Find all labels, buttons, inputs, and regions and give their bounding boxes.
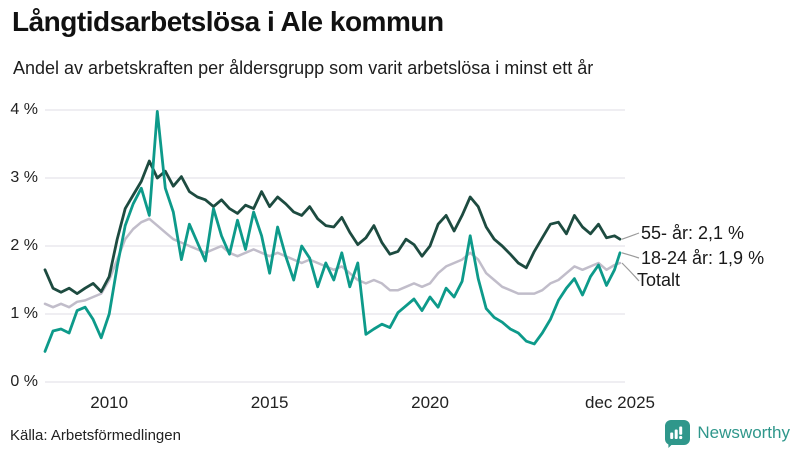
page-title: Långtidsarbetslösa i Ale kommun	[12, 6, 444, 37]
x-tick-label: 2020	[411, 393, 449, 412]
y-tick-label: 4 %	[10, 101, 38, 118]
x-tick-label: dec 2025	[585, 393, 655, 412]
line-chart: 0 % 1 % 2 % 3 % 4 % 2010 2015 2020 dec 2025 55-…	[0, 95, 800, 425]
brand-name: Newsworthy	[697, 422, 790, 442]
y-tick-label: 2 %	[10, 237, 38, 254]
label-leader-line	[621, 252, 640, 259]
series-label-totalt: Totalt	[637, 270, 681, 290]
newsworthy-logo-icon	[665, 420, 691, 445]
x-tick-label: 2010	[90, 393, 129, 412]
series-line-totalt	[43, 217, 622, 309]
newsworthy-brand-link[interactable]: Newsworthy	[665, 420, 790, 445]
chart-subtitle: Andel av arbetskraften per åldersgrupp s…	[13, 58, 594, 78]
series-line-55-r	[43, 159, 622, 296]
y-tick-label: 3 %	[10, 169, 38, 186]
source-note: Källa: Arbetsförmedlingen	[10, 427, 181, 444]
series-label-18-24: 18-24 år: 1,9 %	[641, 248, 765, 268]
series-line-18-24-r	[43, 109, 622, 353]
x-tick-label: 2015	[250, 393, 289, 412]
chart-canvas	[43, 109, 640, 383]
label-leader-line	[621, 262, 640, 282]
y-tick-label: 0 %	[10, 373, 38, 390]
label-leader-line	[621, 232, 640, 240]
bar-chart-glyph	[670, 426, 683, 440]
y-tick-label: 1 %	[10, 305, 38, 322]
series-label-55: 55- år: 2,1 %	[641, 223, 745, 243]
